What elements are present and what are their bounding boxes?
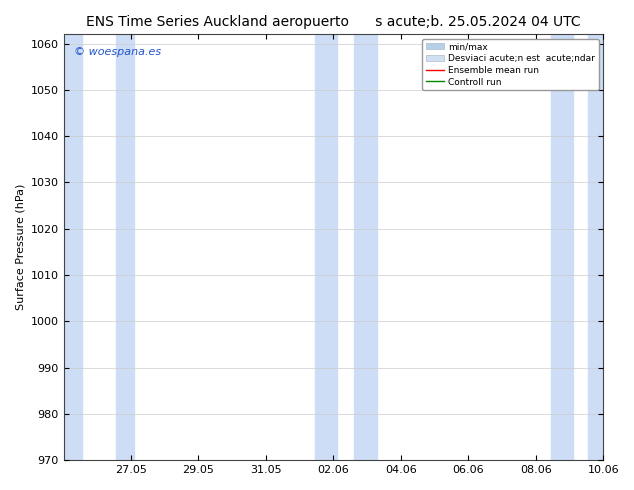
Y-axis label: Surface Pressure (hPa): Surface Pressure (hPa): [15, 184, 25, 311]
Bar: [588, 34, 605, 460]
Bar: [63, 34, 82, 460]
Title: ENS Time Series Auckland aeropuerto      s acute;b. 25.05.2024 04 UTC: ENS Time Series Auckland aeropuerto s ac…: [86, 15, 581, 29]
Bar: [315, 34, 337, 460]
Bar: [354, 34, 377, 460]
Legend: min/max, Desviaci acute;n est  acute;ndar, Ensemble mean run, Controll run: min/max, Desviaci acute;n est acute;ndar…: [422, 39, 598, 90]
Bar: [551, 34, 573, 460]
Text: © woespana.es: © woespana.es: [74, 47, 162, 57]
Bar: [116, 34, 134, 460]
